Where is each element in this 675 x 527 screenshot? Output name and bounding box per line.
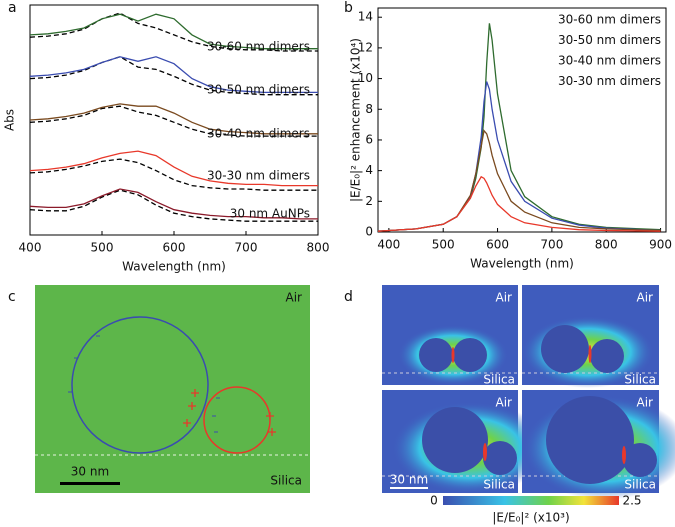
x-tick-label: 400 bbox=[377, 238, 400, 252]
panel-letter: b bbox=[344, 0, 353, 16]
tile bbox=[522, 390, 675, 500]
series-label: 30-60 nm dimers bbox=[207, 40, 310, 54]
tile bbox=[522, 285, 659, 388]
charge bbox=[183, 389, 276, 436]
y-tick-label: 6 bbox=[365, 132, 373, 146]
y-axis-label: |E/E₀|² enhancement (x10⁴) bbox=[349, 38, 363, 202]
silica-label: Silica bbox=[624, 478, 656, 492]
y-axis-label: Abs bbox=[3, 109, 17, 131]
charge bbox=[68, 335, 220, 433]
colorbar-min: 0 bbox=[430, 494, 438, 508]
x-tick-label: 600 bbox=[486, 238, 509, 252]
colorbar-max: 2.5 bbox=[622, 494, 641, 508]
panel-letter: d bbox=[344, 289, 353, 305]
x-tick-label: 400 bbox=[19, 241, 42, 255]
colorbar-label: |E/E₀|² (x10³) bbox=[492, 511, 569, 525]
series-line bbox=[29, 188, 318, 220]
legend-entry: 30-30 nm dimers bbox=[558, 74, 661, 88]
colorbar bbox=[443, 496, 619, 505]
legend-entry: 30-60 nm dimers bbox=[558, 13, 661, 27]
series-line bbox=[377, 175, 661, 232]
legend-entry: 30-40 nm dimers bbox=[558, 54, 661, 68]
x-tick-label: 700 bbox=[540, 238, 563, 252]
background bbox=[35, 285, 310, 493]
air-label: Air bbox=[496, 396, 513, 410]
series-label: 30-30 nm dimers bbox=[207, 169, 310, 183]
tile bbox=[382, 390, 548, 494]
tile bbox=[382, 285, 518, 385]
y-tick-label: 2 bbox=[365, 194, 373, 208]
fit-line bbox=[29, 12, 318, 52]
series-line bbox=[29, 103, 318, 135]
x-tick-label: 900 bbox=[649, 238, 672, 252]
series-line bbox=[377, 81, 661, 232]
air-label: Air bbox=[637, 396, 654, 410]
series-line bbox=[377, 129, 661, 232]
x-tick-label: 800 bbox=[595, 238, 618, 252]
panel-d: Air Air Air Air Silica Silica Silica Sil… bbox=[344, 285, 675, 525]
fit-line bbox=[29, 189, 318, 222]
x-axis-label: Wavelength (nm) bbox=[470, 257, 574, 271]
scale-bar bbox=[60, 482, 120, 485]
air-label: Air bbox=[496, 291, 513, 305]
x-tick-label: 800 bbox=[307, 241, 330, 255]
series-label: 30-40 nm dimers bbox=[207, 127, 310, 141]
x-tick-label: 600 bbox=[163, 241, 186, 255]
y-tick-label: 10 bbox=[358, 71, 373, 85]
silica-label: Silica bbox=[483, 373, 515, 387]
silica-label: Silica bbox=[483, 478, 515, 492]
panel-letter: c bbox=[8, 289, 16, 305]
legend-entry: 30-50 nm dimers bbox=[558, 33, 661, 47]
plot-frame bbox=[377, 7, 667, 233]
fit-line bbox=[29, 56, 318, 96]
particle bbox=[71, 316, 209, 454]
panel-letter: a bbox=[8, 0, 17, 16]
y-tick-label: 14 bbox=[358, 10, 373, 24]
series-line bbox=[29, 56, 318, 94]
x-tick-label: 500 bbox=[91, 241, 114, 255]
scale-label: 30 nm bbox=[71, 465, 109, 479]
x-axis-label: Wavelength (nm) bbox=[122, 260, 226, 274]
fit-line bbox=[29, 158, 318, 191]
scale-label: 30 nm bbox=[390, 473, 428, 487]
silica-label: Silica bbox=[270, 474, 302, 488]
series-label: 30 nm AuNPs bbox=[230, 207, 310, 221]
series-line bbox=[29, 150, 318, 187]
x-tick-label: 700 bbox=[235, 241, 258, 255]
x-tick-label: 500 bbox=[432, 238, 455, 252]
air-label: Air bbox=[637, 291, 654, 305]
series-label: 30-50 nm dimers bbox=[207, 83, 310, 97]
y-tick-label: 12 bbox=[358, 40, 373, 54]
y-tick-label: 8 bbox=[365, 102, 373, 116]
air-label: Air bbox=[286, 291, 303, 305]
y-tick-label: 4 bbox=[365, 163, 373, 177]
silica-label: Silica bbox=[624, 373, 656, 387]
series-line bbox=[29, 13, 318, 50]
panel-c: 30 nm Air Silica c bbox=[8, 285, 310, 493]
y-tick-label: 0 bbox=[365, 225, 373, 239]
fit-line bbox=[29, 105, 318, 137]
